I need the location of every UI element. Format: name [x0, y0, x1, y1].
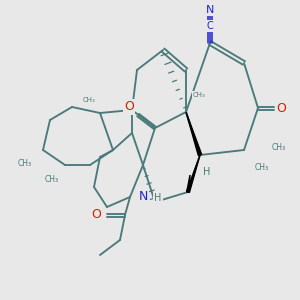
Text: CH₃: CH₃ [18, 158, 32, 167]
Text: H: H [203, 167, 211, 177]
Text: CH₃: CH₃ [255, 164, 269, 172]
Text: N: N [206, 5, 214, 15]
Text: N: N [138, 190, 148, 203]
Text: CH₃: CH₃ [82, 97, 95, 103]
Polygon shape [186, 112, 202, 155]
Text: O: O [91, 208, 101, 221]
Text: O: O [124, 100, 134, 113]
Polygon shape [187, 175, 190, 192]
Text: CH₃: CH₃ [272, 143, 286, 152]
Text: CH₃: CH₃ [193, 92, 206, 98]
Text: O: O [276, 101, 286, 115]
Text: CH₃: CH₃ [45, 175, 59, 184]
Text: H: H [154, 193, 162, 203]
Polygon shape [187, 155, 200, 193]
Text: C: C [207, 21, 213, 31]
